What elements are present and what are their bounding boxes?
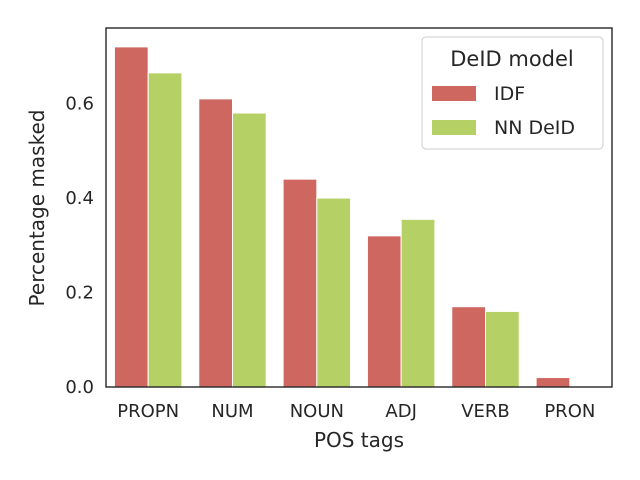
bar-nn-deid-adj: [400, 218, 436, 388]
bar-idf-pron: [535, 377, 571, 388]
plot-frame: [105, 27, 613, 388]
bar-nn-deid-propn: [147, 72, 183, 388]
legend-label-nn-deid: NN DeID: [494, 117, 575, 139]
x-tick-label: NUM: [211, 401, 253, 422]
legend-label-idf: IDF: [494, 83, 525, 105]
x-tick-label: ADJ: [385, 401, 416, 422]
bar-idf-verb: [451, 306, 486, 388]
bar-nn-deid-noun: [316, 197, 352, 388]
legend-swatch-nn-deid: [432, 120, 476, 135]
bar-idf-num: [198, 98, 234, 388]
bar-nn-deid-num: [232, 112, 267, 388]
y-axis-ticks: 0.0 0.2 0.4 0.6: [65, 94, 94, 398]
bars-group: [113, 46, 571, 388]
legend: DeID model IDF NN DeID: [421, 36, 604, 150]
legend-title: DeID model: [450, 47, 574, 71]
x-tick-label: NOUN: [290, 401, 344, 422]
x-axis-ticks: PROPN NUM NOUN ADJ VERB PRON: [117, 401, 595, 422]
y-tick-label: 0.6: [65, 94, 94, 115]
bar-idf-propn: [113, 46, 149, 388]
y-tick-label: 0.4: [65, 188, 94, 209]
bar-idf-noun: [282, 178, 318, 388]
y-axis-label: Percentage masked: [25, 110, 49, 307]
x-axis-label: POS tags: [314, 428, 404, 452]
x-tick-label: PRON: [544, 401, 595, 422]
bar-nn-deid-verb: [485, 310, 520, 388]
y-tick-label: 0.2: [65, 283, 94, 304]
y-tick-label: 0.0: [65, 377, 94, 398]
x-tick-label: VERB: [461, 401, 510, 422]
legend-swatch-idf: [432, 86, 476, 101]
bar-idf-adj: [366, 235, 402, 388]
x-tick-label: PROPN: [117, 401, 179, 422]
